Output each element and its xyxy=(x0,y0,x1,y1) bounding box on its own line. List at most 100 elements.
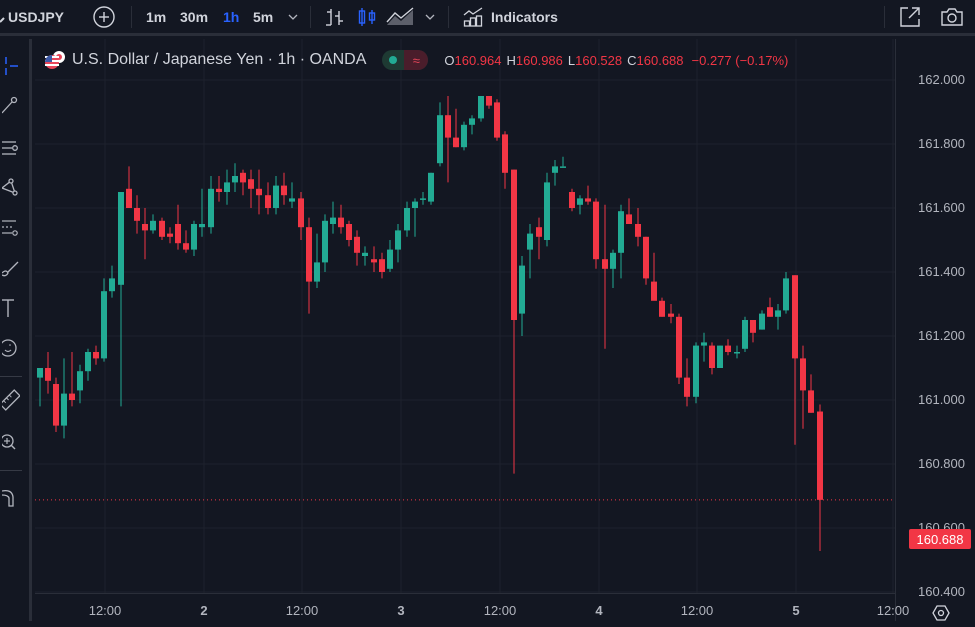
toolbar-divider xyxy=(448,6,449,28)
fullscreen-popout-button[interactable] xyxy=(899,0,921,33)
low-value: 160.528 xyxy=(575,52,623,68)
time-tick: 12:00 xyxy=(285,603,319,618)
time-tick: 12:00 xyxy=(680,603,714,618)
price-axis[interactable]: 162.000 161.800 161.600 161.400 161.200 … xyxy=(895,39,975,621)
crosshair-tool-button[interactable] xyxy=(0,53,22,79)
brush-icon xyxy=(2,261,19,277)
interval-30m[interactable]: 30m xyxy=(180,0,208,33)
indicators-icon xyxy=(463,6,483,27)
candle-down xyxy=(668,313,674,317)
market-status-badge[interactable]: ≈ xyxy=(382,50,429,70)
candlestick-chart[interactable] xyxy=(35,39,895,593)
candle-down xyxy=(379,259,385,272)
axis-settings-icon xyxy=(932,605,950,621)
interval-label: 1m xyxy=(146,8,167,25)
snapshot-button[interactable] xyxy=(940,0,964,33)
candle-up xyxy=(395,230,401,250)
candle-down xyxy=(175,224,181,244)
interval-5m[interactable]: 5m xyxy=(253,0,273,33)
candle-down xyxy=(142,224,148,231)
close-value: 160.688 xyxy=(636,52,684,68)
candle-up xyxy=(610,252,616,269)
candlestick-chart-type-button[interactable] xyxy=(357,0,377,33)
candle-down xyxy=(45,368,51,381)
indicators-button[interactable]: Indicators xyxy=(463,0,558,33)
candle-down xyxy=(371,259,377,263)
chart-pane[interactable] xyxy=(35,39,895,593)
interval-1m[interactable]: 1m xyxy=(146,0,166,33)
chart-type-dropdown-button[interactable] xyxy=(424,0,436,33)
candle-down xyxy=(167,233,173,237)
approx-wave-icon: ≈ xyxy=(404,50,429,70)
candle-up xyxy=(717,345,723,368)
candle-up xyxy=(519,265,525,314)
magnet-icon xyxy=(2,489,14,507)
chart-legend: U.S. Dollar / Japanese Yen · 1h · OANDA … xyxy=(44,48,793,72)
area-chart-type-button[interactable] xyxy=(386,0,414,33)
intervals-dropdown-button[interactable] xyxy=(287,0,299,33)
symbol-search-button[interactable]: USDJPY xyxy=(0,0,64,33)
time-tick: 4 xyxy=(595,603,603,618)
price-tick: 161.000 xyxy=(918,392,965,407)
candle-up xyxy=(224,182,230,192)
toolbar-divider xyxy=(131,6,132,28)
candle-up xyxy=(232,176,238,183)
interval-1h-active[interactable]: 1h xyxy=(223,0,239,33)
axis-settings-button[interactable] xyxy=(932,604,950,622)
symbol-label: USDJPY xyxy=(8,8,65,25)
candle-down xyxy=(126,188,132,208)
emoji-icon xyxy=(2,339,17,357)
open-key: O xyxy=(444,52,455,68)
candle-down xyxy=(354,236,360,253)
ruler-tool-button[interactable] xyxy=(0,387,22,413)
toolbar-divider xyxy=(884,6,885,28)
zoom-in-tool-button[interactable] xyxy=(0,429,22,455)
high-value: 160.986 xyxy=(515,52,563,68)
compare-add-symbol-button[interactable] xyxy=(93,0,115,33)
candle-down xyxy=(635,224,641,237)
market-open-dot-icon xyxy=(389,56,398,64)
candle-down xyxy=(298,198,304,228)
candle-up xyxy=(208,188,214,228)
zoom-in-icon xyxy=(2,434,16,450)
time-axis[interactable]: 12:00 2 12:00 3 12:00 4 12:00 5 12:00 xyxy=(35,593,909,621)
camera-snapshot-icon xyxy=(941,7,963,26)
candle-up xyxy=(618,211,624,253)
candle-down xyxy=(265,195,271,208)
candle-up xyxy=(118,192,124,285)
text-tool-button[interactable] xyxy=(0,295,22,321)
time-tick: 3 xyxy=(397,603,405,618)
candle-down xyxy=(69,393,75,400)
emoji-tool-button[interactable] xyxy=(0,335,22,361)
candle-down xyxy=(569,192,575,208)
price-tick: 160.400 xyxy=(918,584,965,599)
magnet-tool-button[interactable] xyxy=(0,485,22,511)
usd-jpy-flags-icon xyxy=(45,51,65,69)
candle-down xyxy=(643,236,649,279)
candle-up xyxy=(469,118,475,125)
bar-chart-type-button[interactable] xyxy=(325,0,345,33)
candle-up xyxy=(527,233,533,250)
horizontal-lines-tool-button[interactable] xyxy=(0,135,22,161)
brush-tool-button[interactable] xyxy=(0,255,22,281)
fib-tool-button[interactable] xyxy=(0,215,22,241)
time-tick: 5 xyxy=(792,603,800,618)
candle-down xyxy=(817,411,823,500)
ruler-icon xyxy=(2,389,20,411)
candle-up xyxy=(314,262,320,282)
candle-down xyxy=(626,214,632,224)
candle-up xyxy=(61,393,67,426)
candle-down xyxy=(651,281,657,301)
candle-down xyxy=(93,352,99,359)
candle-up xyxy=(478,96,484,119)
pattern-tool-button[interactable] xyxy=(0,175,22,201)
candle-up xyxy=(109,278,115,292)
high-key: H xyxy=(506,52,516,68)
trend-line-tool-button[interactable] xyxy=(0,91,22,117)
candle-down xyxy=(486,96,492,106)
candle-up xyxy=(783,278,789,311)
top-toolbar: USDJPY 1m 30m 1h 5m Indicators xyxy=(0,0,975,36)
candle-up xyxy=(289,198,295,202)
price-tick: 161.200 xyxy=(918,328,965,343)
candle-up xyxy=(199,224,205,228)
